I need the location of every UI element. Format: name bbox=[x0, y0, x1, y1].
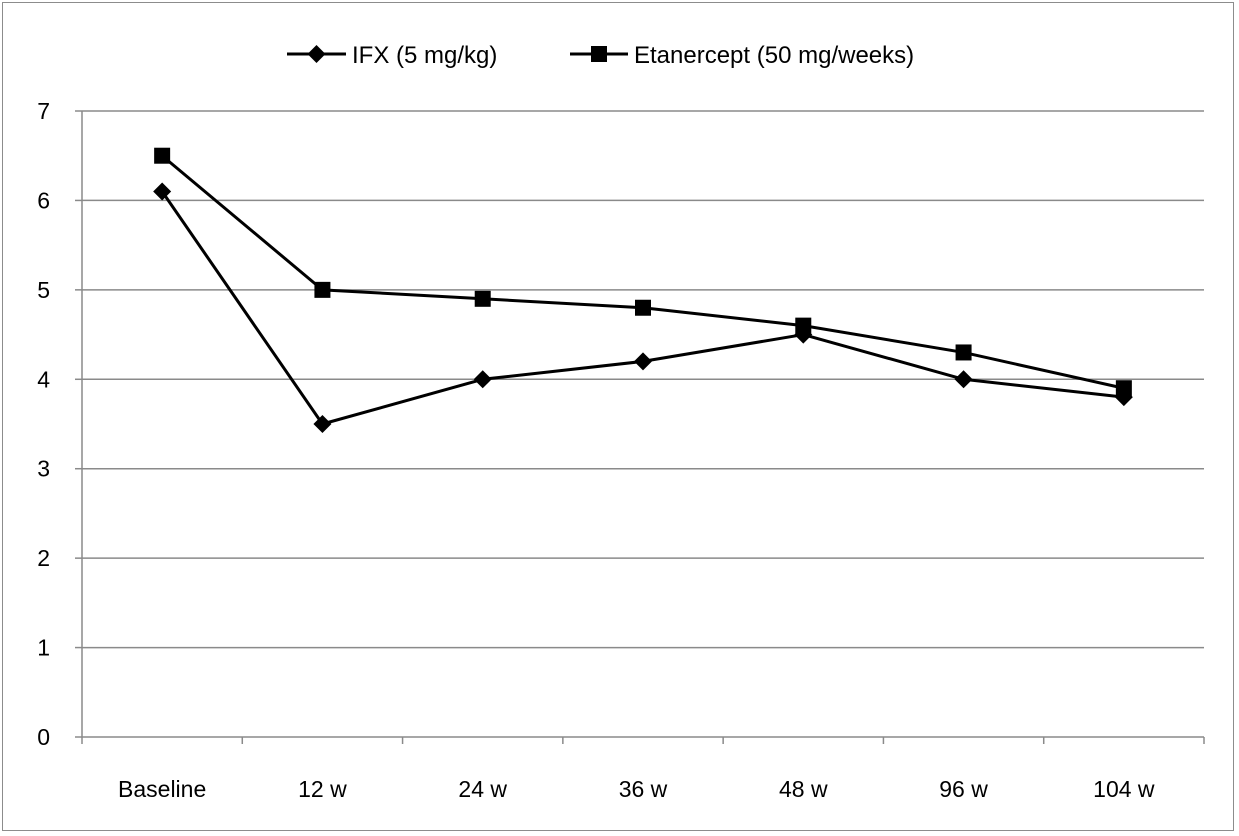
legend-label: Etanercept (50 mg/weeks) bbox=[634, 42, 914, 69]
x-tick-label: Baseline bbox=[118, 776, 206, 802]
data-point bbox=[473, 370, 492, 389]
data-point bbox=[153, 182, 172, 201]
x-tick-label: 96 w bbox=[939, 776, 988, 802]
legend-marker bbox=[307, 45, 326, 63]
data-point bbox=[955, 344, 972, 361]
legend: IFX (5 mg/kg) Etanercept (50 mg/weeks) bbox=[287, 42, 914, 69]
data-point bbox=[1115, 380, 1132, 397]
y-tick-label: 0 bbox=[37, 724, 50, 750]
series bbox=[153, 147, 1133, 433]
legend-marker bbox=[591, 46, 607, 62]
y-tick-label: 4 bbox=[37, 366, 50, 392]
x-tick-label: 48 w bbox=[779, 776, 828, 802]
x-tick-label: 36 w bbox=[619, 776, 668, 802]
y-tick-label: 3 bbox=[37, 456, 50, 482]
data-point bbox=[314, 281, 331, 298]
data-point bbox=[795, 317, 812, 334]
axes: 0 1 2 3 4 5 6 7 Baseline 12 w 24 w 36 w 48 w 96 w 104 … bbox=[37, 98, 1205, 802]
y-tick-label: 2 bbox=[37, 545, 50, 571]
data-point bbox=[154, 147, 171, 164]
x-tick-label: 12 w bbox=[298, 776, 347, 802]
legend-label: IFX (5 mg/kg) bbox=[352, 42, 497, 69]
data-point bbox=[634, 352, 652, 371]
y-tick-label: 5 bbox=[37, 277, 50, 303]
y-tick-label: 7 bbox=[37, 98, 50, 124]
legend-item-0: IFX (5 mg/kg) bbox=[287, 42, 497, 69]
data-point bbox=[954, 370, 973, 389]
y-tick-label: 6 bbox=[37, 187, 50, 213]
x-tick-label: 24 w bbox=[458, 776, 507, 802]
series-1 bbox=[154, 147, 1132, 397]
gridlines bbox=[82, 110, 1204, 649]
y-tick-label: 1 bbox=[37, 635, 50, 661]
data-point bbox=[313, 415, 332, 433]
x-tick-label: 104 w bbox=[1093, 776, 1155, 802]
data-point bbox=[474, 290, 491, 307]
data-point bbox=[635, 299, 651, 316]
legend-item-1: Etanercept (50 mg/weeks) bbox=[570, 42, 914, 69]
